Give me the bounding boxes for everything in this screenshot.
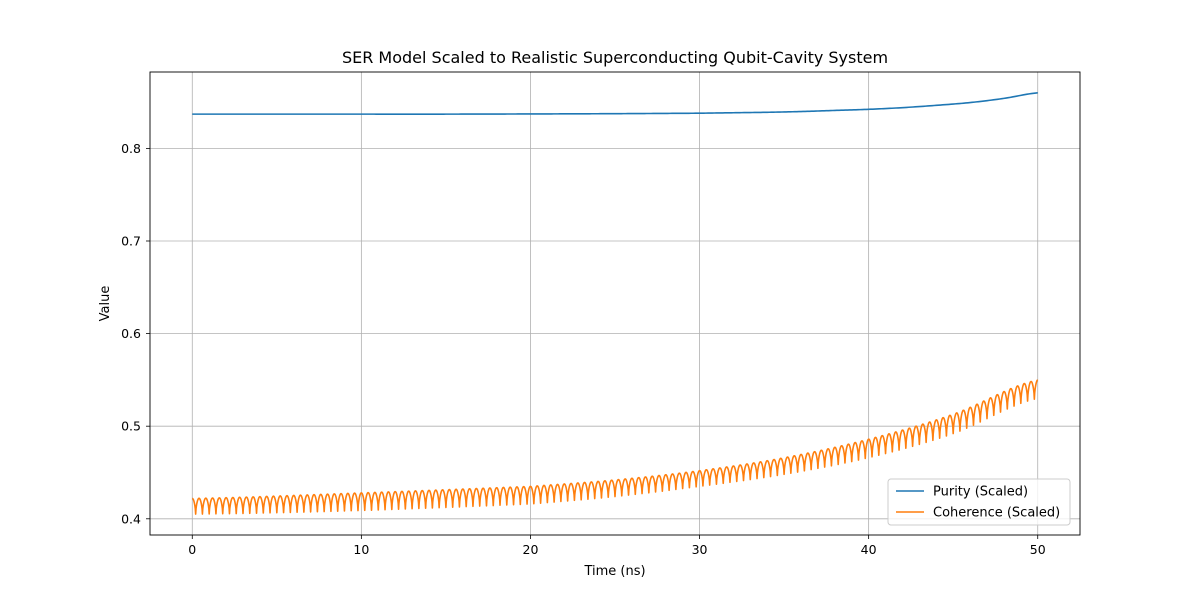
legend-label-coherence: Coherence (Scaled) (933, 506, 1060, 521)
y-axis-label: Value (98, 286, 113, 322)
x-tick-label: 50 (1030, 542, 1046, 557)
series-line-purity (192, 92, 1038, 115)
legend: Purity (Scaled) Coherence (Scaled) (887, 478, 1071, 526)
x-axis-label: Time (ns) (583, 564, 645, 579)
legend-label-purity: Purity (Scaled) (933, 485, 1028, 500)
y-tick-label: 0.5 (121, 419, 141, 434)
y-tick-label: 0.8 (121, 141, 141, 156)
ticks: 0 10 20 30 40 50 0.4 0.5 0.6 0.7 0.8 (121, 141, 1046, 557)
series-layer (191, 92, 1039, 515)
y-tick-label: 0.4 (121, 511, 141, 526)
chart-title: SER Model Scaled to Realistic Supercondu… (342, 48, 888, 67)
x-tick-label: 10 (353, 542, 369, 557)
plot-frame (149, 71, 1081, 536)
x-tick-label: 40 (861, 542, 877, 557)
x-tick-label: 0 (188, 542, 196, 557)
legend-box (887, 478, 1071, 526)
y-tick-label: 0.6 (121, 326, 141, 341)
x-tick-label: 20 (523, 542, 539, 557)
series-line-coherence (191, 379, 1039, 515)
y-tick-label: 0.7 (121, 233, 141, 248)
x-tick-label: 30 (692, 542, 708, 557)
